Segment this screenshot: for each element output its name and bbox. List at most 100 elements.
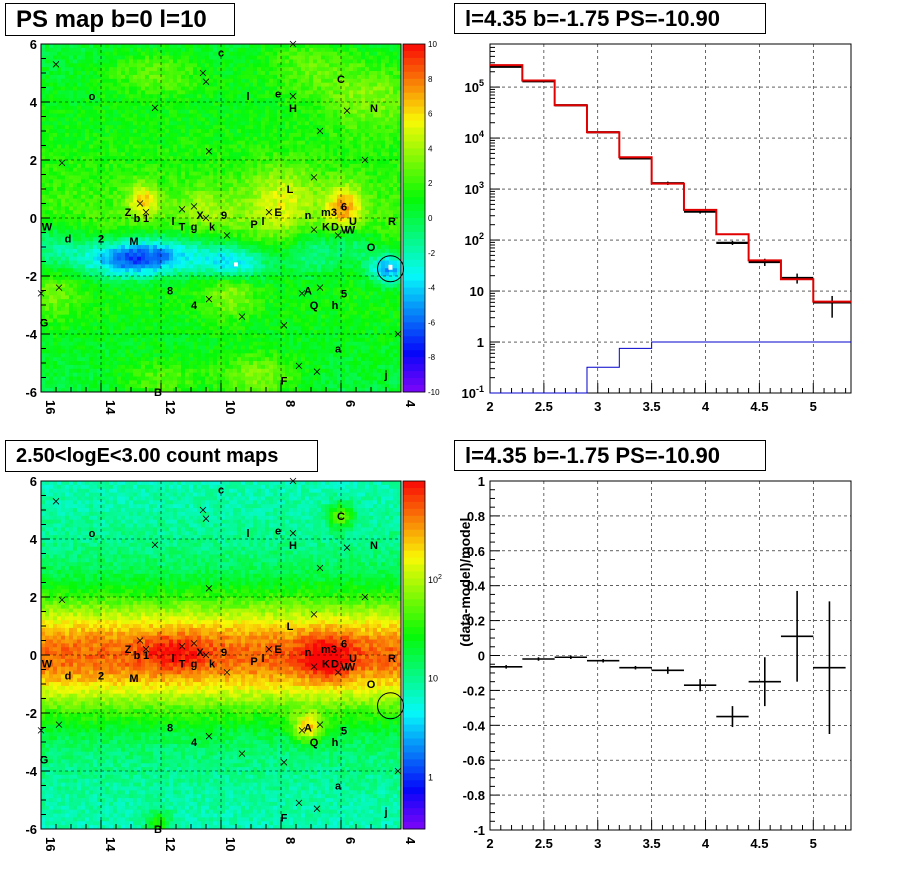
map-pixel: [77, 94, 82, 99]
map-pixel: [77, 303, 82, 308]
map-pixel: [173, 318, 178, 323]
map-pixel: [205, 98, 210, 103]
map-pixel: [125, 198, 130, 203]
map-pixel: [241, 364, 246, 370]
map-pixel: [101, 183, 106, 188]
map-pixel: [97, 260, 102, 265]
map-pixel: [237, 90, 242, 95]
map-pixel: [125, 229, 130, 234]
map-pixel: [133, 148, 138, 153]
map-pixel: [225, 237, 230, 242]
map-pixel: [49, 163, 54, 169]
map-pixel: [65, 152, 70, 157]
map-pixel: [41, 109, 46, 114]
map-pixel: [253, 357, 258, 362]
map-pixel: [213, 318, 218, 323]
map-pixel: [213, 152, 218, 157]
map-pixel: [161, 125, 166, 130]
map-pixel: [237, 206, 242, 211]
map-pixel: [213, 194, 218, 200]
map-pixel: [89, 237, 94, 242]
map-pixel: [85, 51, 90, 56]
map-pixel: [113, 345, 118, 350]
map-pixel: [229, 90, 234, 95]
map-pixel: [189, 299, 194, 304]
map-pixel: [113, 90, 118, 95]
map-pixel: [121, 272, 126, 277]
map-pixel: [165, 105, 170, 111]
map-pixel: [93, 245, 98, 250]
map-pixel: [65, 376, 70, 381]
map-pixel: [249, 94, 254, 99]
map-pixel: [45, 252, 50, 258]
map-pixel: [45, 194, 50, 200]
map-pixel: [177, 233, 182, 238]
map-pixel: [241, 241, 246, 246]
map-pixel: [101, 345, 106, 350]
map-pixel: [153, 245, 158, 250]
map-pixel: [157, 318, 162, 323]
map-pixel: [225, 376, 230, 381]
map-pixel: [41, 140, 46, 145]
map-pixel: [101, 380, 106, 385]
map-pixel: [141, 330, 146, 335]
map-pixel: [45, 171, 50, 176]
map-pixel: [85, 276, 90, 281]
map-pixel: [241, 376, 246, 381]
map-pixel: [77, 129, 82, 134]
map-pixel: [121, 86, 126, 91]
map-pixel: [137, 337, 142, 343]
map-pixel: [161, 210, 166, 215]
map-pixel: [85, 167, 90, 172]
map-pixel: [133, 132, 138, 138]
map-pixel: [89, 210, 94, 215]
map-pixel: [209, 372, 214, 377]
map-pixel: [45, 214, 50, 219]
map-pixel: [65, 353, 70, 358]
map-pixel: [185, 237, 190, 242]
map-pixel: [53, 198, 58, 203]
map-pixel: [41, 105, 46, 111]
map-pixel: [177, 295, 182, 300]
map-pixel: [253, 248, 258, 254]
map-pixel: [257, 287, 262, 292]
map-pixel: [233, 291, 238, 296]
map-pixel: [69, 218, 74, 223]
map-pixel: [45, 175, 50, 180]
map-pixel: [157, 252, 162, 258]
map-pixel: [197, 229, 202, 234]
map-pixel: [89, 102, 94, 107]
map-pixel: [69, 167, 74, 172]
map-pixel: [185, 287, 190, 292]
map-pixel: [97, 129, 102, 134]
map-pixel: [73, 357, 78, 362]
map-pixel: [209, 51, 214, 56]
map-pixel: [221, 276, 226, 281]
map-pixel: [105, 47, 110, 53]
map-pixel: [117, 144, 122, 149]
map-pixel: [201, 74, 206, 80]
map-pixel: [149, 67, 154, 72]
map-pixel: [217, 299, 222, 304]
map-pixel: [209, 71, 214, 76]
map-pixel: [173, 187, 178, 192]
map-pixel: [45, 260, 50, 265]
map-pixel: [121, 163, 126, 169]
map-pixel: [81, 276, 86, 281]
map-pixel: [193, 144, 198, 149]
map-pixel: [221, 326, 226, 331]
map-pixel: [109, 364, 114, 370]
map-pixel: [153, 175, 158, 180]
map-pixel: [157, 353, 162, 358]
map-pixel: [89, 175, 94, 180]
map-pixel: [149, 291, 154, 296]
map-pixel: [217, 388, 222, 393]
map-pixel: [41, 268, 46, 273]
map-pixel: [161, 113, 166, 118]
map-pixel: [253, 74, 258, 80]
map-pixel: [61, 229, 66, 234]
map-pixel: [165, 353, 170, 358]
map-pixel: [257, 368, 262, 374]
map-pixel: [169, 310, 174, 316]
map-pixel: [213, 341, 218, 346]
